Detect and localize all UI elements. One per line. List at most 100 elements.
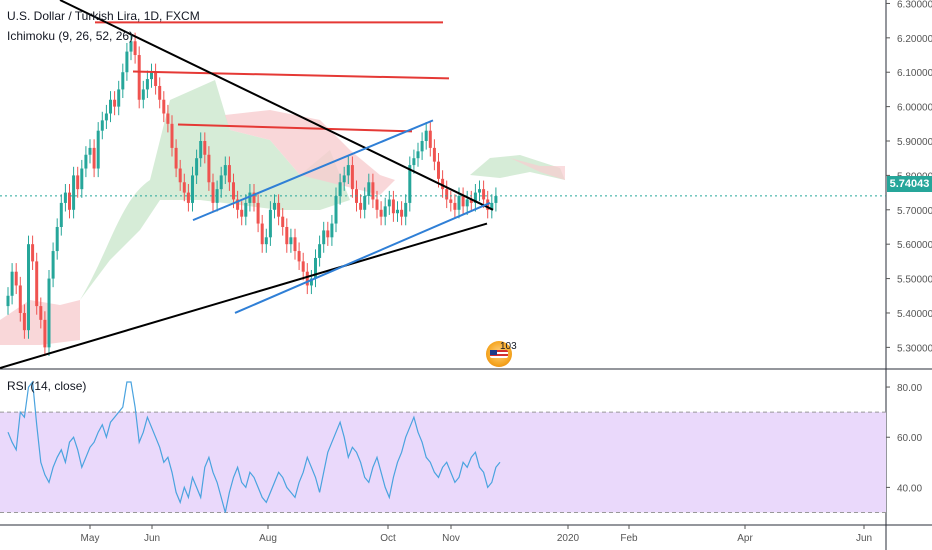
candle-body bbox=[334, 196, 338, 224]
candle-body bbox=[363, 196, 367, 210]
candle-body bbox=[461, 196, 465, 207]
price-tick-label: 6.20000 bbox=[897, 34, 932, 45]
candle-body bbox=[469, 199, 473, 203]
candle-body bbox=[408, 165, 412, 203]
time-tick-label: May bbox=[81, 533, 100, 544]
candle-body bbox=[150, 72, 153, 80]
candle-body bbox=[133, 41, 137, 56]
rsi-tick-label: 80.00 bbox=[897, 383, 922, 394]
candle-body bbox=[420, 141, 424, 152]
event-count: 103 bbox=[500, 341, 517, 352]
candle-body bbox=[195, 158, 199, 176]
time-tick-label: Oct bbox=[380, 533, 396, 544]
economic-event-icon[interactable] bbox=[486, 341, 512, 367]
rsi-tick-label: 60.00 bbox=[897, 433, 922, 444]
price-tick-label: 5.50000 bbox=[897, 275, 932, 286]
candle-body bbox=[342, 175, 346, 183]
chart-title: U.S. Dollar / Turkish Lira, 1D, FXCM bbox=[7, 9, 200, 23]
candle-body bbox=[211, 182, 215, 203]
candle-body bbox=[104, 113, 108, 121]
candle-body bbox=[223, 165, 227, 176]
candle-body bbox=[137, 55, 141, 100]
candle-body bbox=[96, 130, 100, 169]
candle-body bbox=[219, 175, 223, 190]
candle-body bbox=[412, 158, 416, 166]
candle-body bbox=[113, 99, 117, 107]
candle-body bbox=[109, 99, 112, 114]
candle-body bbox=[338, 182, 342, 197]
candle-body bbox=[379, 209, 383, 217]
candle-body bbox=[68, 192, 71, 210]
candle-body bbox=[14, 271, 18, 286]
candle-body bbox=[76, 175, 80, 190]
candle-body bbox=[416, 151, 420, 159]
candle-body bbox=[441, 178, 445, 190]
candle-body bbox=[170, 123, 174, 148]
candle-body bbox=[92, 147, 96, 169]
price-tick-label: 5.40000 bbox=[897, 309, 932, 320]
rsi-tick-label: 40.00 bbox=[897, 483, 922, 494]
candle-body bbox=[375, 199, 379, 210]
candle-body bbox=[383, 206, 387, 217]
price-tick-label: 5.30000 bbox=[897, 343, 932, 354]
candle-body bbox=[260, 223, 264, 245]
candle-body bbox=[457, 196, 461, 210]
candle-body bbox=[350, 165, 354, 190]
candle-body bbox=[154, 72, 158, 86]
candle-body bbox=[22, 312, 26, 331]
candle-body bbox=[129, 41, 133, 52]
candle-body bbox=[227, 165, 231, 183]
last-price-badge: 5.74043 bbox=[887, 176, 932, 192]
rsi-legend: RSI (14, close) bbox=[7, 379, 87, 393]
candle-body bbox=[432, 147, 436, 162]
candle-body bbox=[215, 189, 219, 203]
trend-line-lower bbox=[0, 222, 488, 369]
resistance-line bbox=[177, 123, 413, 133]
candle-body bbox=[59, 202, 63, 227]
time-tick-label: Feb bbox=[620, 533, 638, 544]
candle-body bbox=[478, 189, 481, 193]
time-tick-label: 2020 bbox=[557, 533, 580, 544]
candle-body bbox=[252, 192, 256, 203]
candle-body bbox=[72, 175, 76, 210]
candle-body bbox=[125, 51, 129, 73]
candle-body bbox=[400, 209, 404, 217]
candle-body bbox=[244, 202, 248, 217]
price-tick-label: 5.60000 bbox=[897, 240, 932, 251]
candle-body bbox=[162, 99, 166, 114]
candle-body bbox=[27, 244, 30, 331]
candle-body bbox=[289, 237, 293, 245]
trend-line-upper bbox=[59, 0, 494, 211]
candle-body bbox=[371, 182, 375, 200]
candle-body bbox=[43, 319, 47, 348]
candle-body bbox=[191, 175, 194, 203]
candle-body bbox=[396, 209, 399, 214]
candle-body bbox=[330, 223, 334, 238]
time-tick-label: Apr bbox=[737, 533, 753, 544]
candle-body bbox=[203, 141, 207, 155]
candle-body bbox=[305, 271, 309, 286]
candle-body bbox=[367, 182, 371, 197]
candle-body bbox=[80, 168, 84, 190]
us-flag-icon bbox=[490, 350, 508, 358]
candle-body bbox=[424, 130, 428, 142]
candle-body bbox=[297, 251, 301, 262]
candle-body bbox=[387, 199, 391, 207]
candle-body bbox=[31, 244, 35, 262]
candle-body bbox=[10, 271, 14, 296]
time-tick-label: Aug bbox=[259, 533, 277, 544]
time-tick-label: Nov bbox=[442, 533, 460, 544]
candle-body bbox=[453, 202, 457, 210]
candle-body bbox=[141, 89, 145, 100]
ichimoku-cloud-bull bbox=[80, 80, 350, 300]
candle-body bbox=[88, 147, 92, 155]
candle-body bbox=[35, 261, 39, 307]
rsi-line bbox=[7, 380, 501, 513]
candle-body bbox=[18, 285, 22, 313]
candle-body bbox=[494, 196, 498, 203]
candle-body bbox=[55, 226, 59, 252]
candle-body bbox=[158, 85, 162, 100]
candle-body bbox=[178, 168, 182, 183]
candle-body bbox=[117, 89, 121, 107]
